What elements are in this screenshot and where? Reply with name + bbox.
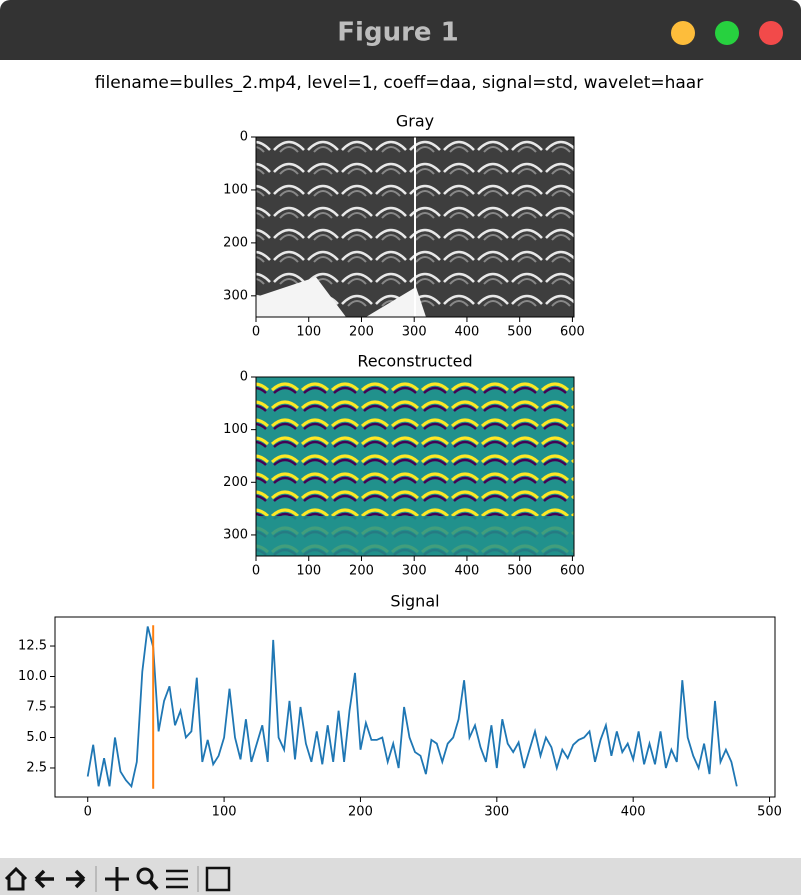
x-tick-label: 200 [348, 805, 373, 820]
pan-button[interactable] [105, 867, 129, 891]
close-button[interactable] [759, 21, 783, 45]
axes-frame [255, 376, 575, 557]
y-tick-label: 2.5 [26, 760, 47, 775]
axes-title: Signal [390, 592, 439, 611]
y-tick-label: 200 [223, 235, 248, 250]
x-tick-label: 600 [560, 564, 585, 579]
suptitle: filename=bulles_2.mp4, level=1, coeff=da… [95, 73, 703, 93]
y-tick-label: 100 [223, 422, 248, 437]
x-tick-label: 100 [212, 805, 237, 820]
signal-line [86, 626, 738, 789]
axes-title: Reconstructed [357, 352, 472, 371]
forward-button[interactable] [66, 869, 86, 889]
x-tick-label: 400 [455, 325, 480, 340]
image-highlight [256, 277, 426, 317]
y-tick-label: 300 [223, 527, 248, 542]
axes-title: Gray [396, 112, 434, 131]
x-tick-label: 300 [402, 325, 427, 340]
y-tick-label: 7.5 [26, 700, 47, 715]
toolbar-icons [4, 866, 231, 892]
x-tick-label: 600 [560, 325, 585, 340]
x-tick-label: 200 [349, 325, 374, 340]
x-tick-label: 500 [507, 325, 532, 340]
y-tick-label: 5.0 [26, 730, 47, 745]
x-tick-label: 0 [252, 325, 260, 340]
y-tick-label: 0 [240, 370, 248, 385]
y-tick-label: 10.0 [18, 669, 47, 684]
y-tick-label: 0 [240, 130, 248, 145]
x-tick-label: 300 [402, 564, 427, 579]
x-tick-label: 0 [84, 805, 92, 820]
image-seam [414, 137, 416, 317]
image-lower [256, 516, 574, 556]
y-tick-label: 100 [223, 182, 248, 197]
toolbar [0, 858, 801, 895]
x-tick-label: 0 [252, 564, 260, 579]
minimize-button[interactable] [671, 21, 695, 45]
window-title: Figure 1 [337, 18, 458, 48]
save-button[interactable] [205, 866, 231, 892]
zoom-button[interactable] [136, 867, 154, 885]
title-bar-base [0, 40, 801, 60]
maximize-button[interactable] [715, 21, 739, 45]
y-tick-label: 300 [223, 288, 248, 303]
configure-button[interactable] [166, 869, 188, 889]
x-tick-label: 300 [484, 805, 509, 820]
x-tick-label: 400 [455, 564, 480, 579]
back-button[interactable] [34, 869, 54, 889]
zoom-handle [148, 879, 159, 891]
x-tick-label: 500 [757, 805, 782, 820]
y-tick-label: 200 [223, 475, 248, 490]
y-tick-label: 12.5 [18, 639, 47, 654]
x-tick-label: 100 [296, 325, 321, 340]
x-tick-label: 100 [296, 564, 321, 579]
home-button[interactable] [4, 866, 28, 891]
x-tick-label: 500 [507, 564, 532, 579]
x-tick-label: 400 [621, 805, 646, 820]
axes-frame [255, 136, 575, 318]
x-tick-label: 200 [349, 564, 374, 579]
